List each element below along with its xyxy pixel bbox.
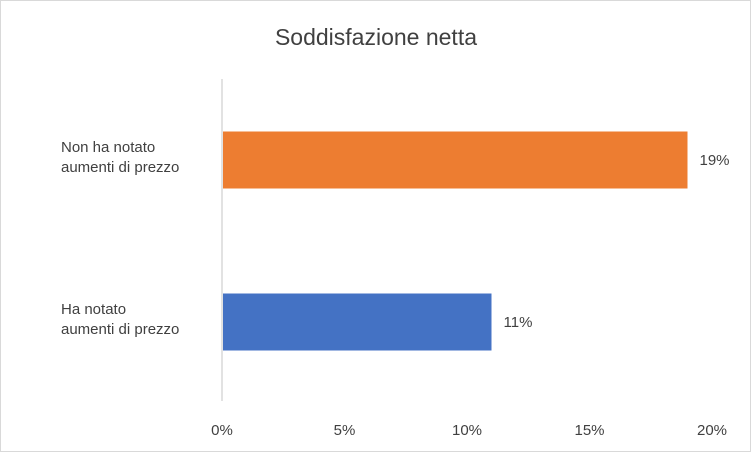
data-label-1: 11% xyxy=(504,314,533,331)
x-ticks-layer: 0% 5% 10% 15% 20% xyxy=(211,422,727,439)
category-label-line: Non ha notato xyxy=(61,139,155,156)
category-label-1: Ha notato aumenti di prezzo xyxy=(61,301,179,338)
bar-0 xyxy=(223,131,688,189)
x-tick-label: 0% xyxy=(211,422,233,439)
category-label-line: aumenti di prezzo xyxy=(61,321,179,338)
x-tick-label: 10% xyxy=(452,422,482,439)
category-label-0: Non ha notato aumenti di prezzo xyxy=(61,139,179,176)
bars-layer xyxy=(223,131,688,351)
x-tick-label: 5% xyxy=(334,422,356,439)
chart-title: Soddisfazione netta xyxy=(275,24,477,50)
x-tick-label: 15% xyxy=(574,422,604,439)
category-label-line: aumenti di prezzo xyxy=(61,159,179,176)
x-tick-label: 20% xyxy=(697,422,727,439)
category-label-line: Ha notato xyxy=(61,301,126,318)
labels-layer: 19% Non ha notato aumenti di prezzo 11% Ha n… xyxy=(61,139,730,338)
bar-1 xyxy=(223,293,492,351)
data-label-0: 19% xyxy=(700,152,730,169)
